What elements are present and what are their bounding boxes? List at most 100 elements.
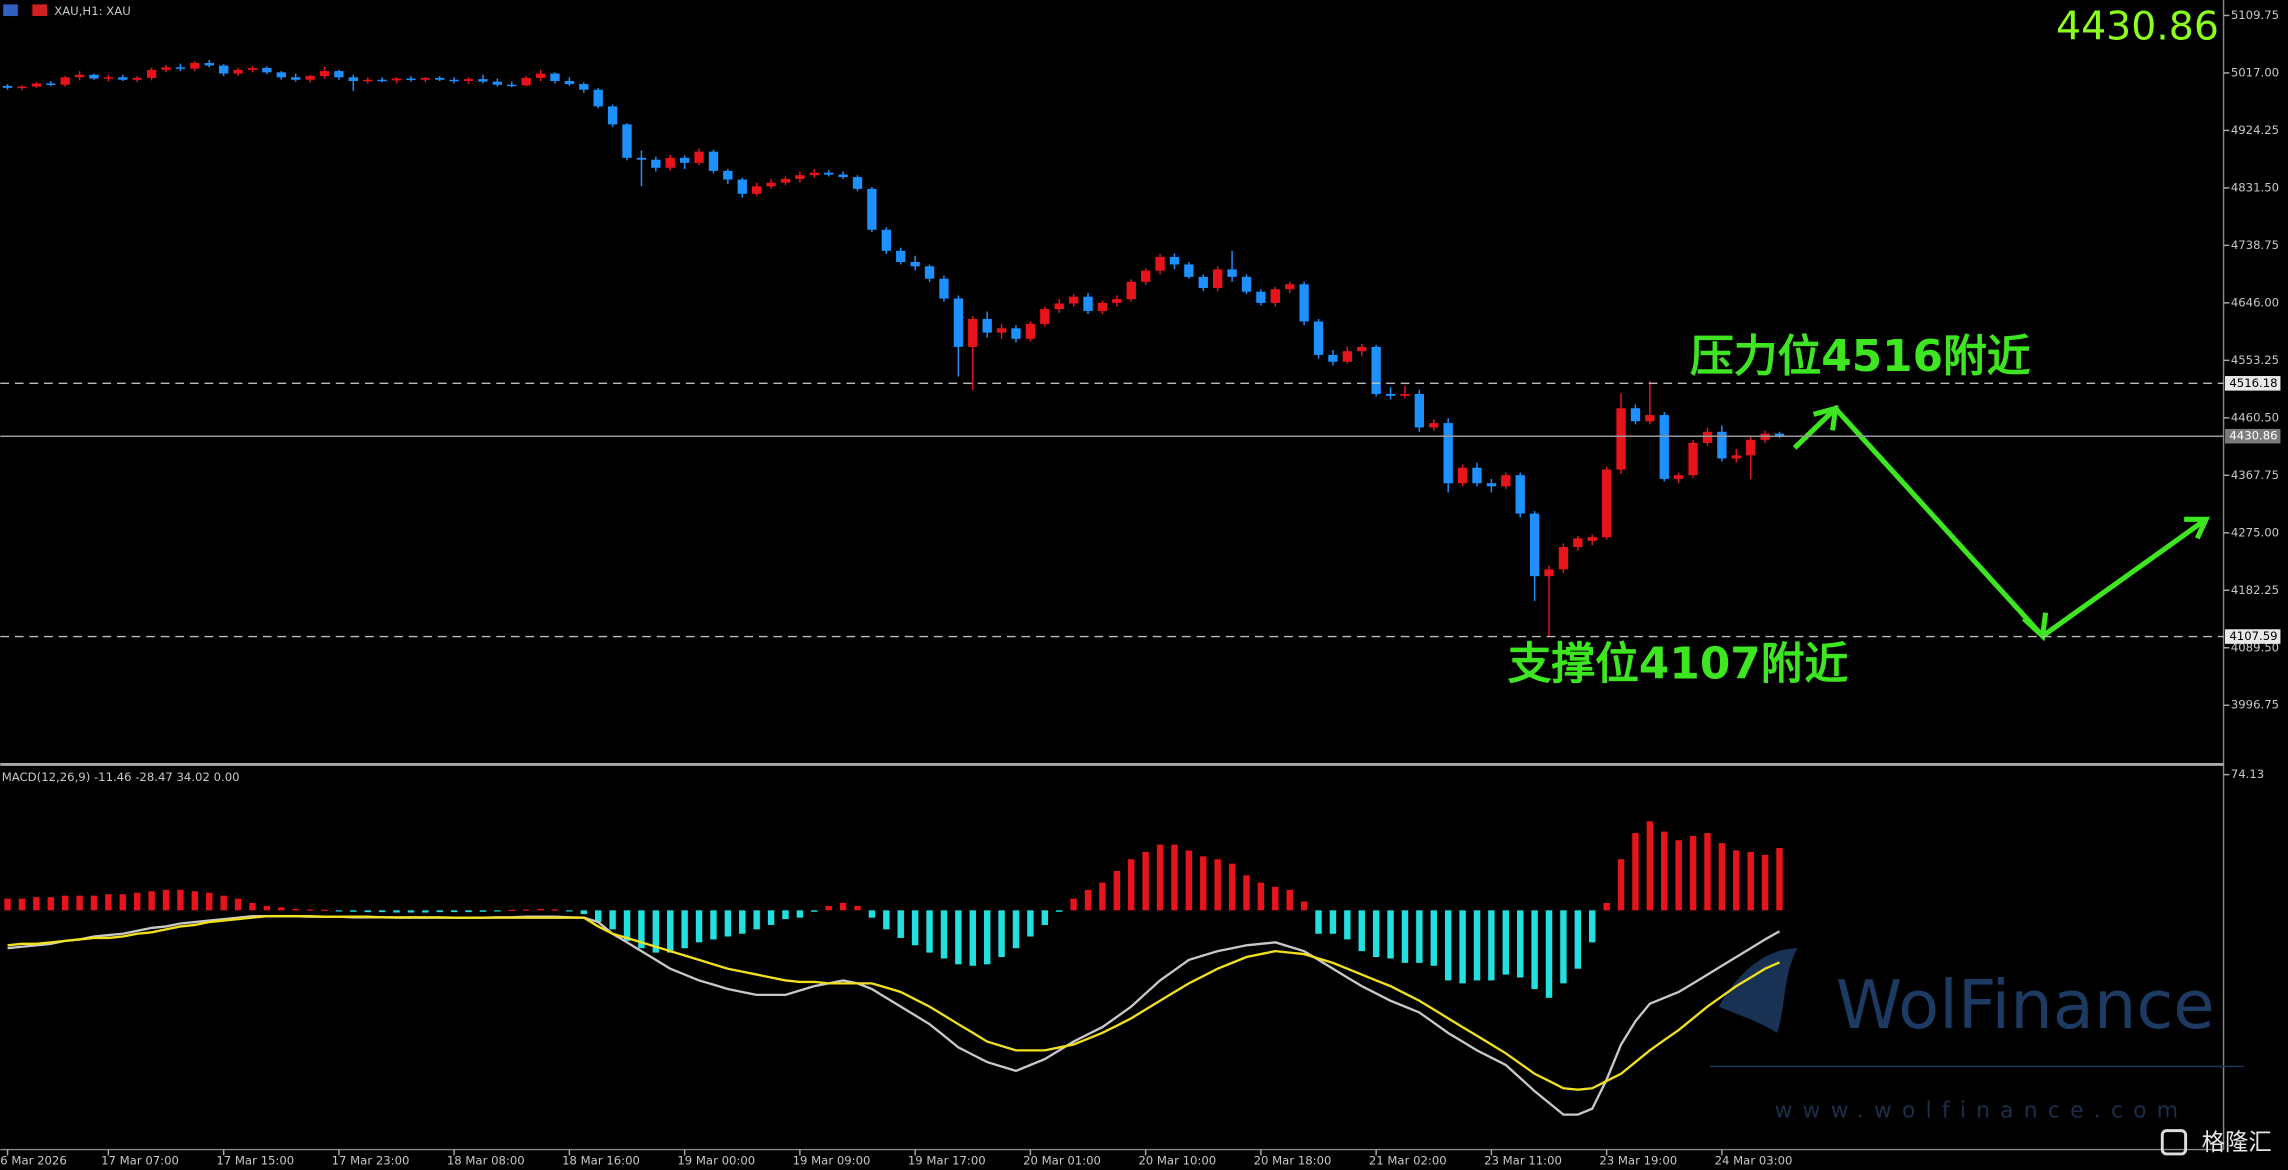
candle-body — [1472, 467, 1482, 484]
macd-bar — [1041, 910, 1049, 925]
y-tick-label: 5109.75 — [2231, 8, 2279, 22]
candle-body — [1558, 547, 1569, 570]
candle-body — [1357, 346, 1367, 352]
candle-body — [924, 266, 935, 279]
candle-body — [31, 83, 42, 87]
candle-body — [1040, 309, 1050, 324]
candle-body — [233, 69, 243, 74]
macd-bar — [522, 909, 530, 911]
candle-body — [679, 157, 690, 163]
level-label-box — [2225, 629, 2281, 644]
macd-bar — [551, 909, 559, 911]
source-logo — [2160, 1129, 2188, 1156]
macd-bar — [1545, 910, 1553, 998]
macd-bar — [1733, 850, 1740, 911]
candle-body — [1573, 538, 1583, 548]
level-annotation: 压力位4516附近 — [1690, 331, 2031, 382]
candle-body — [507, 84, 517, 87]
macd-bar — [811, 910, 818, 912]
macd-bar — [681, 910, 688, 949]
macd-bar — [18, 898, 26, 911]
macd-bar — [1128, 859, 1135, 911]
candle-body — [780, 178, 791, 183]
candle-body — [968, 318, 978, 347]
macd-bar — [1358, 910, 1365, 952]
y-tick-label: 4646.00 — [2231, 295, 2279, 309]
x-tick-label: 24 Mar 03:00 — [1715, 1154, 1793, 1168]
level-annotation: 支撑位4107附近 — [1508, 639, 1849, 690]
macd-bar — [1574, 910, 1582, 969]
y-tick-label: 4275.00 — [2231, 525, 2279, 539]
macd-bar — [1200, 856, 1207, 911]
candle-body — [1184, 264, 1194, 277]
x-tick-label: 20 Mar 18:00 — [1254, 1154, 1332, 1168]
forecast-arrow — [1792, 404, 2208, 640]
macd-bar — [61, 895, 69, 911]
macd-bar — [868, 910, 876, 918]
macd-bar — [1401, 910, 1409, 963]
candle-body — [1645, 415, 1655, 422]
candle-body — [363, 79, 373, 82]
macd-bar — [1300, 901, 1308, 911]
x-tick-label: 20 Mar 01:00 — [1023, 1154, 1101, 1168]
x-tick-label: 19 Mar 17:00 — [908, 1154, 986, 1168]
macd-bar — [76, 895, 83, 911]
macd-bar — [753, 910, 760, 930]
macd-bar — [1286, 889, 1293, 911]
candle-body — [1529, 513, 1540, 577]
macd-bar — [1689, 836, 1697, 911]
macd-bar — [1661, 831, 1668, 911]
candle-body — [651, 159, 661, 168]
x-tick-label: 6 Mar 2026 — [0, 1154, 66, 1168]
macd-bar — [1113, 870, 1121, 911]
macd-bar — [955, 910, 962, 965]
candle-body — [146, 69, 157, 78]
macd-bar — [450, 910, 458, 913]
candle-body — [1213, 269, 1223, 289]
candle-body — [377, 79, 387, 82]
macd-bar — [1315, 910, 1322, 934]
candle-body — [766, 182, 776, 187]
candle-body — [1688, 442, 1698, 476]
candle-body — [1702, 431, 1713, 443]
x-tick-label: 20 Mar 10:00 — [1138, 1154, 1216, 1168]
candle-body — [175, 67, 186, 69]
y-tick-label: 4924.25 — [2231, 123, 2279, 137]
macd-bar — [119, 894, 127, 911]
macd-bar — [364, 910, 371, 913]
macd-bar — [998, 910, 1005, 958]
level-label-box — [2225, 376, 2281, 391]
candle-body — [276, 72, 286, 78]
macd-bar — [623, 910, 631, 941]
candle-body — [492, 81, 503, 85]
macd-bar — [1488, 910, 1495, 981]
candle-body — [867, 188, 877, 230]
macd-bar — [1272, 886, 1279, 911]
candle-body — [809, 172, 819, 176]
candle-body — [1285, 284, 1295, 290]
candle-body — [1429, 423, 1439, 428]
macd-bar — [739, 910, 746, 934]
candle-body — [478, 79, 488, 82]
x-tick-label: 23 Mar 11:00 — [1484, 1154, 1562, 1168]
y-tick-label: 4553.25 — [2231, 353, 2279, 367]
candle-body — [824, 172, 834, 175]
candle-body — [1674, 475, 1684, 479]
macd-bar — [234, 898, 242, 911]
macd-bar — [148, 891, 155, 911]
macd-bar — [926, 910, 933, 953]
candle-body — [852, 177, 863, 189]
y-tick-label: 4182.25 — [2231, 583, 2279, 597]
macd-bar — [249, 903, 256, 911]
candle-body — [723, 170, 733, 180]
macd-bar — [1531, 910, 1538, 990]
x-tick-label: 17 Mar 07:00 — [101, 1154, 179, 1168]
macd-bar — [335, 910, 343, 912]
candle-body — [406, 78, 416, 80]
macd-bar — [133, 892, 141, 911]
macd-bar — [1055, 910, 1063, 912]
candle-body — [1241, 276, 1252, 292]
macd-bar — [1459, 910, 1466, 984]
candle-body — [953, 298, 964, 347]
